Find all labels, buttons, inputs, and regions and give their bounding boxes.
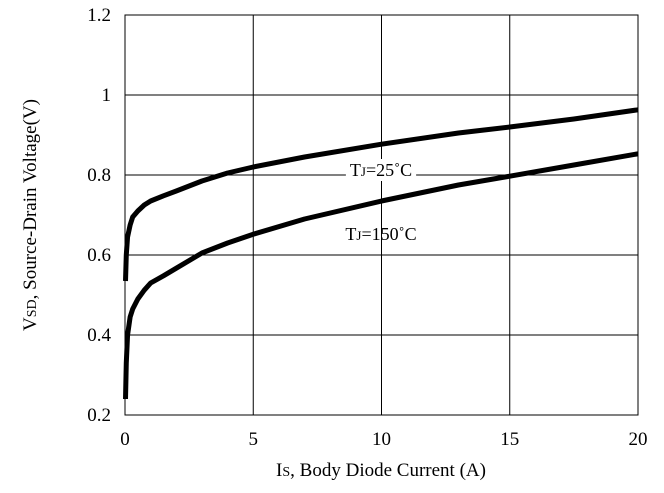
y-tick-label: 1.2: [87, 5, 111, 26]
curves: [123, 107, 639, 400]
series-label-background: [345, 159, 417, 181]
x-tick-label: 10: [372, 429, 391, 450]
y-tick-label: 0.2: [87, 405, 111, 426]
series-label-tj-25c: TJ=25˚C: [345, 159, 417, 181]
svg-text:TJ=25˚C: TJ=25˚C: [350, 160, 412, 180]
y-tick-label: 1: [102, 85, 112, 106]
y-tick-labels: 0.2 0.4 0.6 0.8 1 1.2: [87, 5, 111, 426]
y-axis-title: VSD, Source-Drain Voltage(V): [20, 99, 41, 331]
plot-frame: [124, 14, 639, 416]
grid: [124, 14, 639, 416]
series-labels: TJ=25˚C TJ=150˚C: [345, 159, 417, 244]
x-tick-label: 15: [500, 429, 519, 450]
x-tick-labels: 0 5 10 15 20: [120, 429, 647, 450]
x-tick-label: 20: [629, 429, 648, 450]
y-tick-label: 0.8: [87, 165, 111, 186]
y-tick-label: 0.6: [87, 245, 111, 266]
svg-text:TJ=150˚C: TJ=150˚C: [345, 224, 416, 244]
x-tick-label: 0: [120, 429, 130, 450]
x-axis-title: IS, Body Diode Current (A): [276, 460, 486, 481]
y-tick-label: 0.4: [87, 325, 111, 346]
series-line-tj-25c: [123, 107, 639, 282]
series-line-tj-150c: [123, 151, 639, 400]
x-tick-label: 5: [249, 429, 259, 450]
series-label-tj-150c: TJ=150˚C: [345, 224, 416, 244]
